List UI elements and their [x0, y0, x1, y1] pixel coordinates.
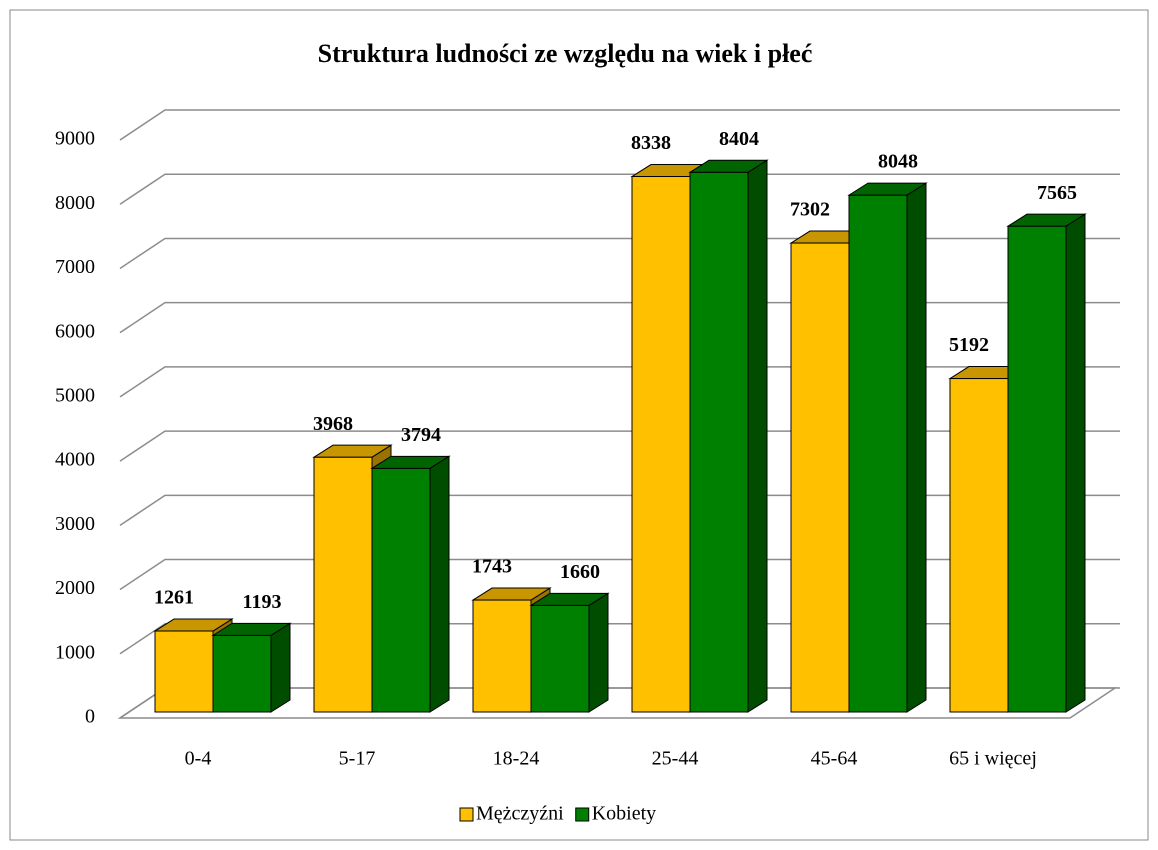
value-label: 5192 [949, 334, 989, 356]
bar-top [471, 587, 552, 601]
y-tick-label: 4000 [55, 449, 95, 471]
bar [313, 456, 373, 713]
bar-top [370, 455, 451, 469]
y-tick-label: 6000 [55, 320, 95, 342]
bar [371, 467, 431, 713]
legend-label: Kobiety [592, 803, 656, 825]
value-label: 8338 [631, 132, 671, 154]
value-label: 7302 [790, 199, 830, 221]
bar-side [906, 182, 927, 713]
grid-line [119, 173, 1120, 205]
value-label: 8048 [878, 151, 918, 173]
y-tick-label: 3000 [55, 513, 95, 535]
value-label: 7565 [1037, 182, 1077, 204]
bar [848, 194, 908, 713]
value-label: 1261 [154, 587, 194, 609]
value-label: 8404 [719, 128, 759, 150]
bar [689, 171, 749, 713]
grid-line [119, 109, 1120, 141]
x-tick-label: 0-4 [185, 748, 212, 770]
y-tick-label: 7000 [55, 256, 95, 278]
y-tick-label: 0 [85, 706, 95, 728]
value-label: 1743 [472, 556, 512, 578]
bar [631, 176, 691, 713]
x-tick-label: 25-44 [652, 748, 699, 770]
bar [154, 630, 214, 713]
bar-top [847, 182, 928, 196]
bar-top [211, 622, 292, 636]
bar [472, 599, 532, 713]
bar-side [747, 159, 768, 713]
x-tick-label: 45-64 [811, 748, 858, 770]
y-tick-label: 2000 [55, 577, 95, 599]
bar-top [312, 444, 393, 458]
legend-swatch [459, 807, 474, 822]
legend-swatch [575, 807, 590, 822]
x-tick-label: 65 i więcej [949, 748, 1037, 770]
bar [212, 634, 272, 713]
value-label: 1660 [560, 561, 600, 583]
y-tick-label: 5000 [55, 384, 95, 406]
y-tick-label: 1000 [55, 641, 95, 663]
legend-label: Mężczyźni [476, 803, 564, 825]
bar-top [529, 592, 610, 606]
bar [530, 604, 590, 713]
y-tick-label: 8000 [55, 192, 95, 214]
bar-side [588, 592, 609, 713]
y-tick-label: 9000 [55, 128, 95, 150]
value-label: 1193 [243, 591, 282, 613]
bar [790, 242, 850, 713]
bar-side [1065, 213, 1086, 713]
value-label: 3968 [313, 413, 353, 435]
bar-top [688, 159, 769, 173]
value-label: 3794 [401, 424, 441, 446]
x-tick-label: 5-17 [339, 748, 376, 770]
bar [949, 378, 1009, 713]
bar [1007, 225, 1067, 713]
bar-top [1006, 213, 1087, 227]
bar-side [429, 455, 450, 713]
bar-side [270, 622, 291, 713]
x-tick-label: 18-24 [493, 748, 540, 770]
bar-top [153, 618, 234, 632]
chart-title: Struktura ludności ze względu na wiek i … [318, 39, 813, 68]
